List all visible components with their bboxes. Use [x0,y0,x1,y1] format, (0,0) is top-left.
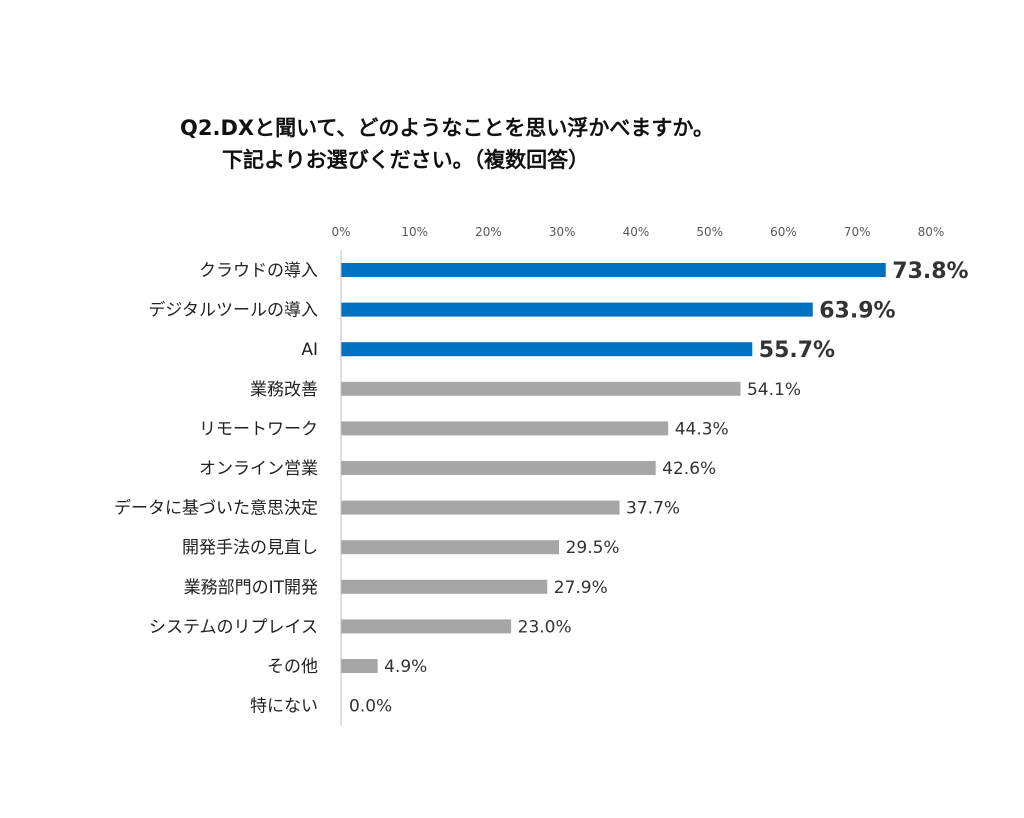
bar [341,619,512,634]
x-tick-label: 20% [475,225,502,239]
category-label: 業務改善 [250,380,318,400]
bar [341,381,741,396]
bar [341,659,378,673]
x-tick-label: 30% [549,225,576,239]
data-label: 27.9% [554,578,608,598]
chart-title-line-2: 下記よりお選びください。（複数回答） [222,148,590,172]
x-tick-label: 10% [401,225,428,239]
x-tick-label: 40% [623,225,650,239]
bar [341,579,548,594]
bar [341,263,886,277]
category-label: デジタルツールの導入 [148,300,318,321]
category-label: AI [301,340,318,360]
data-label: 4.9% [384,657,427,677]
category-label: クラウドの導入 [199,261,318,281]
data-label: 54.1% [747,380,801,400]
category-label: 業務部門のIT開発 [184,578,318,598]
x-tick-label: 0% [331,225,350,239]
category-label: データに基づいた意思決定 [114,498,318,519]
x-tick-label: 80% [918,225,945,239]
chart-title-line-1: Q2.DXと聞いて、どのようなことを思い浮かべますか。 [180,116,714,140]
category-label: システムのリプレイス [149,617,318,637]
category-label: 特にない [250,697,318,717]
bar [341,342,753,357]
category-label: リモートワーク [199,419,318,439]
data-label: 23.0% [518,617,572,637]
bar [341,421,669,436]
bar [341,461,656,475]
data-label: 42.6% [662,459,716,479]
chart-title: Q2.DXと聞いて、どのようなことを思い浮かべますか。 下記よりお選びください。… [150,112,850,176]
data-label: 63.9% [819,299,895,324]
data-label: 55.7% [759,338,835,363]
data-label: 37.7% [626,499,680,519]
bar [341,302,813,317]
x-tick-label: 60% [770,225,797,239]
x-tick-label: 50% [696,225,723,239]
category-label: 開発手法の見直し [182,538,318,558]
bar [341,500,620,515]
data-label: 0.0% [349,697,392,717]
x-tick-label: 70% [844,225,871,239]
category-label: その他 [267,657,318,677]
bar [341,540,560,555]
data-label: 44.3% [675,419,729,439]
category-label: オンライン営業 [199,459,318,479]
data-label: 73.8% [892,259,968,284]
data-label: 29.5% [566,538,620,558]
